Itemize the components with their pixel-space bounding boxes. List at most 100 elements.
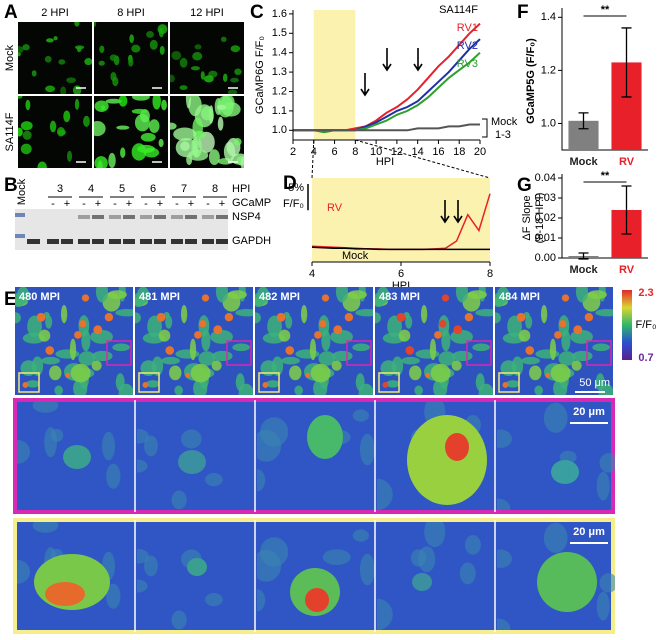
cell xyxy=(377,598,393,630)
row-label: Mock xyxy=(4,44,16,71)
cell xyxy=(20,143,32,155)
cell xyxy=(63,445,91,469)
cell xyxy=(596,471,610,501)
cell xyxy=(179,85,188,91)
micrograph xyxy=(18,96,92,168)
lane-label: 7 xyxy=(181,183,187,195)
frame-label: 484 MPI xyxy=(499,291,540,303)
zoom-tile xyxy=(17,402,121,489)
scale-label: 20 μm xyxy=(573,406,605,418)
lane-label: 5 xyxy=(119,183,125,195)
cell xyxy=(20,121,33,131)
cell xyxy=(551,460,579,484)
panel-label: E xyxy=(4,289,17,310)
hot-spot xyxy=(382,381,389,388)
colorbar xyxy=(622,290,632,360)
lane-label: 3 xyxy=(57,183,63,195)
cell xyxy=(257,549,282,582)
cell xyxy=(398,329,411,342)
cell xyxy=(215,287,229,303)
cell xyxy=(25,99,31,111)
cell xyxy=(220,36,227,43)
y-axis-label: (8-18 HPI) xyxy=(534,193,546,244)
cell xyxy=(497,429,512,448)
hot-spot xyxy=(185,372,191,378)
cell xyxy=(521,356,540,365)
hot-spot xyxy=(314,331,322,339)
cell xyxy=(227,89,238,94)
y-tick-label: 1.5 xyxy=(272,27,287,39)
cell xyxy=(189,338,197,361)
cell xyxy=(37,161,47,168)
cell xyxy=(271,356,284,376)
x-tick-label: 12 xyxy=(391,146,403,158)
hot-spot xyxy=(224,313,234,322)
cell xyxy=(511,356,524,376)
cell xyxy=(309,338,317,361)
cell xyxy=(98,60,105,66)
cell xyxy=(525,315,533,329)
cell xyxy=(18,46,24,54)
cell xyxy=(78,351,96,366)
roi-box xyxy=(466,340,492,366)
hot-spot xyxy=(554,331,562,339)
cell xyxy=(137,287,150,304)
cell xyxy=(81,329,91,352)
cell xyxy=(424,522,446,548)
panel-label: D xyxy=(283,173,297,194)
roi-box xyxy=(226,340,252,366)
cell xyxy=(497,498,511,510)
cell xyxy=(310,363,331,383)
error-bar xyxy=(621,185,632,235)
hot-spot xyxy=(262,381,269,388)
colorbar-max: 2.3 xyxy=(638,287,653,299)
cell xyxy=(188,149,209,161)
cell xyxy=(32,522,59,533)
shaded-region xyxy=(313,10,356,140)
panel-label: A xyxy=(4,2,18,23)
legend-label: RV2 xyxy=(457,40,478,52)
scale-unit: F/F₀ xyxy=(283,198,304,210)
cell xyxy=(507,315,522,338)
cell xyxy=(41,356,60,365)
frame-label: 480 MPI xyxy=(19,291,60,303)
gcamp-sign: + xyxy=(126,198,132,210)
cell xyxy=(459,562,476,585)
hot-spot xyxy=(65,372,71,378)
cell xyxy=(120,147,126,158)
cell xyxy=(305,588,329,612)
cell xyxy=(38,329,51,342)
cell xyxy=(94,22,97,28)
cell xyxy=(200,71,205,80)
cell xyxy=(159,45,165,55)
cell xyxy=(409,365,422,381)
hot-spot xyxy=(276,312,286,322)
significance: ** xyxy=(601,4,610,16)
cell xyxy=(227,290,247,300)
band xyxy=(202,215,214,219)
roi-box xyxy=(586,340,612,366)
gcamp-sign: + xyxy=(95,198,101,210)
cell xyxy=(211,360,222,371)
x-tick-label: 8 xyxy=(487,268,493,280)
cell xyxy=(83,115,90,127)
cell xyxy=(430,363,451,383)
cell xyxy=(72,85,82,94)
legend-label: Mock xyxy=(491,116,518,128)
series-label: Mock xyxy=(342,250,369,262)
cell xyxy=(420,304,428,324)
cell xyxy=(58,59,66,65)
cell xyxy=(201,329,211,352)
gcamp-sign: - xyxy=(144,198,148,210)
hot-spot xyxy=(81,294,90,302)
x-tick-label: 20 xyxy=(474,146,486,158)
cell xyxy=(131,143,147,161)
band xyxy=(27,239,40,244)
cell xyxy=(135,312,141,324)
annotation: SA114F xyxy=(439,4,478,16)
cell xyxy=(74,45,85,50)
gcamp-sign: - xyxy=(51,198,55,210)
x-tick-label: 6 xyxy=(398,268,404,280)
cell xyxy=(232,343,250,352)
cell xyxy=(391,356,404,376)
